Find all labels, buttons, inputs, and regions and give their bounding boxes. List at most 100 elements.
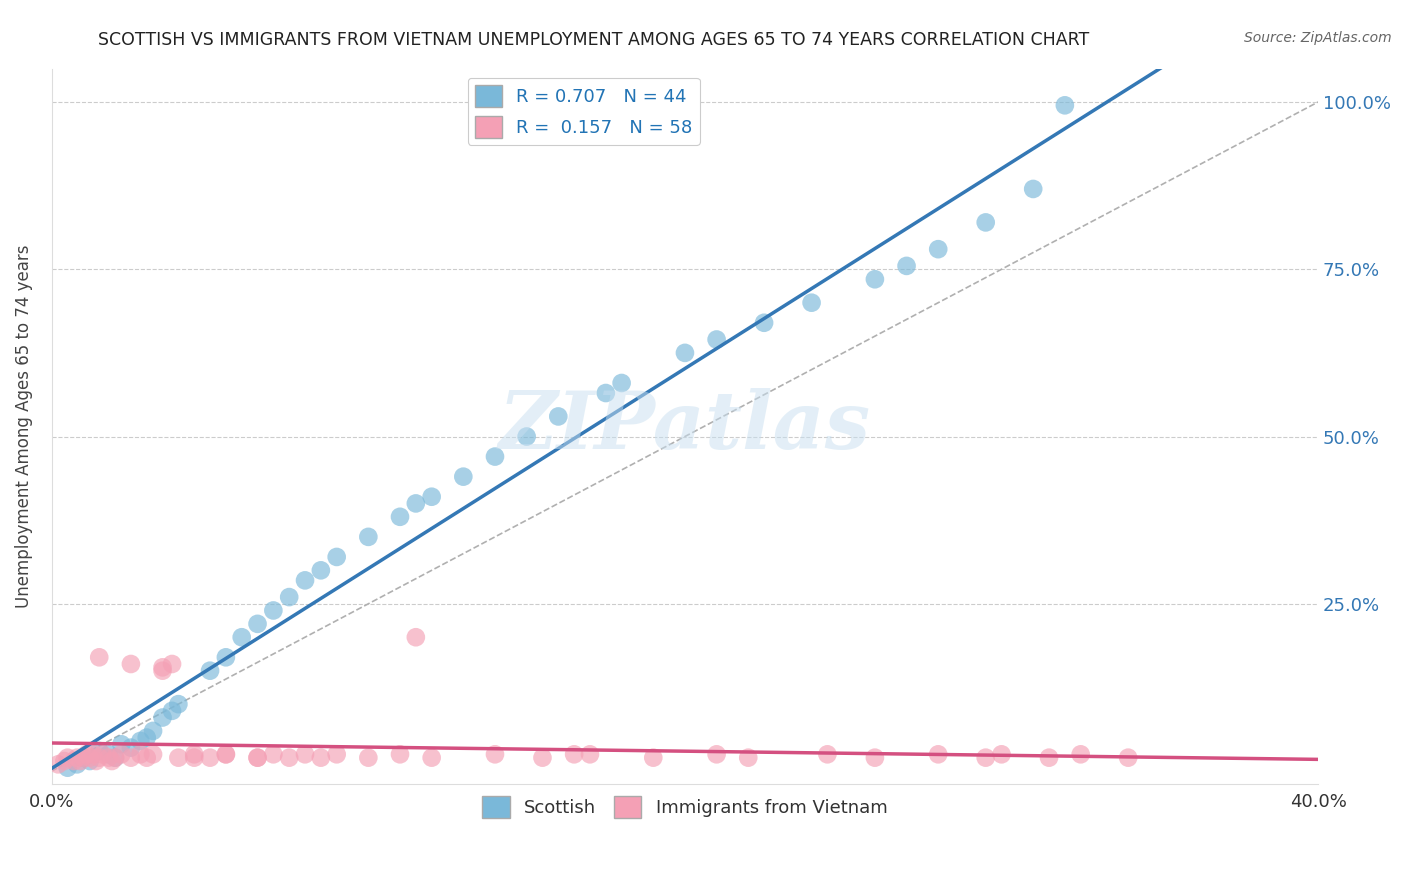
- Point: [357, 750, 380, 764]
- Point: [76, 747, 98, 762]
- Point: [66, 750, 89, 764]
- Point: [160, 704, 183, 718]
- Point: [246, 616, 269, 631]
- Point: [97, 750, 120, 764]
- Point: [325, 747, 347, 762]
- Point: [63, 754, 86, 768]
- Point: [579, 747, 602, 762]
- Point: [142, 723, 165, 738]
- Point: [309, 750, 332, 764]
- Point: [706, 747, 728, 762]
- Point: [405, 496, 427, 510]
- Point: [278, 590, 301, 604]
- Point: [53, 754, 76, 768]
- Point: [420, 490, 443, 504]
- Point: [246, 750, 269, 764]
- Point: [66, 757, 89, 772]
- Point: [120, 750, 142, 764]
- Point: [562, 747, 585, 762]
- Point: [610, 376, 633, 390]
- Point: [974, 215, 997, 229]
- Point: [104, 750, 127, 764]
- Point: [160, 657, 183, 671]
- Point: [79, 754, 101, 768]
- Point: [531, 750, 554, 764]
- Point: [215, 747, 238, 762]
- Point: [516, 429, 538, 443]
- Point: [309, 563, 332, 577]
- Point: [82, 747, 104, 762]
- Legend: Scottish, Immigrants from Vietnam: Scottish, Immigrants from Vietnam: [475, 789, 894, 825]
- Point: [420, 750, 443, 764]
- Point: [89, 650, 111, 665]
- Point: [1070, 747, 1092, 762]
- Point: [278, 750, 301, 764]
- Point: [1116, 750, 1139, 764]
- Point: [79, 750, 101, 764]
- Point: [91, 747, 114, 762]
- Point: [896, 259, 918, 273]
- Point: [56, 750, 79, 764]
- Text: SCOTTISH VS IMMIGRANTS FROM VIETNAM UNEMPLOYMENT AMONG AGES 65 TO 74 YEARS CORRE: SCOTTISH VS IMMIGRANTS FROM VIETNAM UNEM…: [98, 31, 1090, 49]
- Point: [198, 750, 221, 764]
- Point: [453, 469, 475, 483]
- Point: [706, 333, 728, 347]
- Point: [152, 710, 174, 724]
- Point: [547, 409, 569, 424]
- Point: [262, 603, 284, 617]
- Point: [183, 747, 205, 762]
- Point: [388, 509, 411, 524]
- Point: [927, 747, 949, 762]
- Point: [104, 750, 127, 764]
- Point: [405, 630, 427, 644]
- Text: Source: ZipAtlas.com: Source: ZipAtlas.com: [1244, 31, 1392, 45]
- Y-axis label: Unemployment Among Ages 65 to 74 years: Unemployment Among Ages 65 to 74 years: [15, 244, 32, 608]
- Point: [262, 747, 284, 762]
- Point: [84, 754, 107, 768]
- Point: [484, 747, 506, 762]
- Point: [325, 549, 347, 564]
- Point: [56, 761, 79, 775]
- Point: [129, 747, 152, 762]
- Point: [294, 574, 316, 588]
- Point: [863, 272, 886, 286]
- Point: [215, 650, 238, 665]
- Point: [46, 757, 69, 772]
- Point: [388, 747, 411, 762]
- Point: [815, 747, 838, 762]
- Point: [1038, 750, 1060, 764]
- Point: [737, 750, 759, 764]
- Point: [183, 750, 205, 764]
- Point: [800, 295, 823, 310]
- Point: [673, 346, 696, 360]
- Text: ZIPatlas: ZIPatlas: [499, 388, 870, 466]
- Point: [69, 754, 91, 768]
- Point: [595, 386, 617, 401]
- Point: [643, 750, 665, 764]
- Point: [120, 740, 142, 755]
- Point: [863, 750, 886, 764]
- Point: [129, 734, 152, 748]
- Point: [152, 664, 174, 678]
- Point: [231, 630, 253, 644]
- Point: [152, 660, 174, 674]
- Point: [198, 664, 221, 678]
- Point: [974, 750, 997, 764]
- Point: [167, 697, 190, 711]
- Point: [120, 657, 142, 671]
- Point: [990, 747, 1012, 762]
- Point: [246, 750, 269, 764]
- Point: [72, 750, 94, 764]
- Point: [89, 744, 111, 758]
- Point: [167, 750, 190, 764]
- Point: [927, 242, 949, 256]
- Point: [294, 747, 316, 762]
- Point: [101, 754, 124, 768]
- Point: [142, 747, 165, 762]
- Point: [89, 750, 111, 764]
- Point: [97, 747, 120, 762]
- Point: [135, 750, 157, 764]
- Point: [357, 530, 380, 544]
- Point: [215, 747, 238, 762]
- Point: [1022, 182, 1045, 196]
